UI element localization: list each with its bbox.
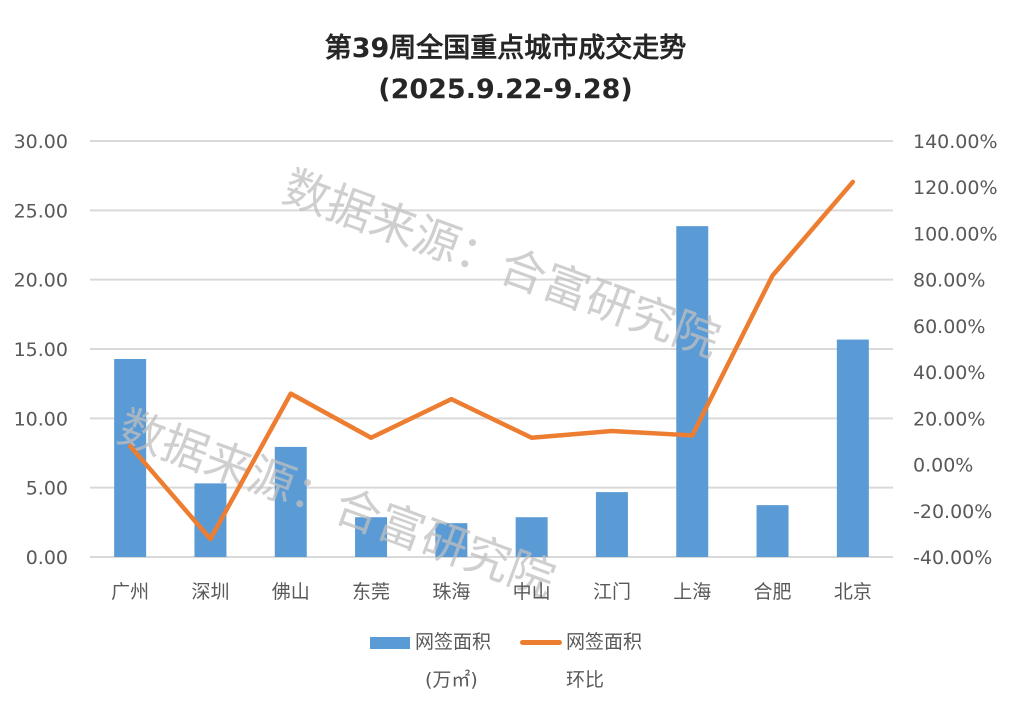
legend-line-label: 网签面积 [566, 631, 643, 653]
right-axis-tick: 80.00% [913, 270, 985, 292]
legend-bar-label: 网签面积 [415, 631, 492, 653]
x-axis-label: 上海 [673, 581, 711, 603]
x-axis-label: 广州 [111, 581, 149, 603]
x-axis-label: 佛山 [272, 581, 310, 603]
bar [355, 517, 388, 557]
left-axis-tick: 20.00 [14, 270, 68, 292]
right-axis-tick: 0.00% [913, 455, 973, 477]
right-axis-ticks: -40.00% -20.00% 0.00% 20.00% 40.00% 60.00% 80.… [913, 131, 998, 569]
right-axis-tick: -40.00% [913, 547, 992, 569]
right-axis-tick: 120.00% [913, 177, 998, 199]
right-axis-tick: 60.00% [913, 316, 985, 338]
x-axis-labels: 广州 深圳 佛山 东莞 珠海 中山 江门 上海 合肥 北京 [111, 581, 872, 603]
line-path [127, 179, 856, 542]
chart-title: 第39周全国重点城市成交走势 [324, 33, 687, 64]
bar [435, 523, 468, 557]
bar [756, 505, 789, 557]
bar [515, 517, 548, 557]
left-axis-tick: 25.00 [14, 200, 68, 222]
left-axis-tick: 0.00 [26, 547, 68, 569]
x-axis-label: 合肥 [754, 581, 792, 603]
x-axis-label: 中山 [513, 581, 551, 603]
left-axis-ticks: 0.00 5.00 10.00 15.00 20.00 25.00 30.00 [14, 131, 68, 569]
left-axis-tick: 15.00 [14, 339, 68, 361]
legend-bar-unit: (万㎡) [425, 669, 478, 691]
right-axis-tick: 40.00% [913, 362, 985, 384]
legend-bar-swatch [370, 637, 410, 649]
right-axis-tick: -20.00% [913, 501, 992, 523]
bar [836, 339, 869, 557]
bar [595, 492, 628, 557]
watermark-text: 数据来源：合富研究院 [276, 160, 727, 368]
left-axis-tick: 5.00 [26, 478, 68, 500]
x-axis-label: 江门 [593, 581, 631, 603]
legend-line-swatch [520, 640, 562, 645]
bar [676, 226, 709, 557]
x-axis-label: 深圳 [191, 581, 229, 603]
bar-series [114, 226, 869, 557]
right-axis-tick: 100.00% [913, 223, 998, 245]
left-axis-tick: 10.00 [14, 408, 68, 430]
x-axis-label: 北京 [834, 581, 872, 603]
left-axis-tick: 30.00 [14, 131, 68, 153]
x-axis-label: 珠海 [432, 581, 470, 603]
right-axis-tick: 140.00% [913, 131, 998, 153]
right-axis-tick: 20.00% [913, 408, 985, 430]
bar [274, 446, 307, 557]
line-series [127, 179, 856, 542]
chart-subtitle-date-range: (2025.9.22-9.28) [378, 74, 633, 105]
legend-line-label-2: 环比 [566, 669, 605, 691]
x-axis-label: 东莞 [352, 581, 390, 603]
